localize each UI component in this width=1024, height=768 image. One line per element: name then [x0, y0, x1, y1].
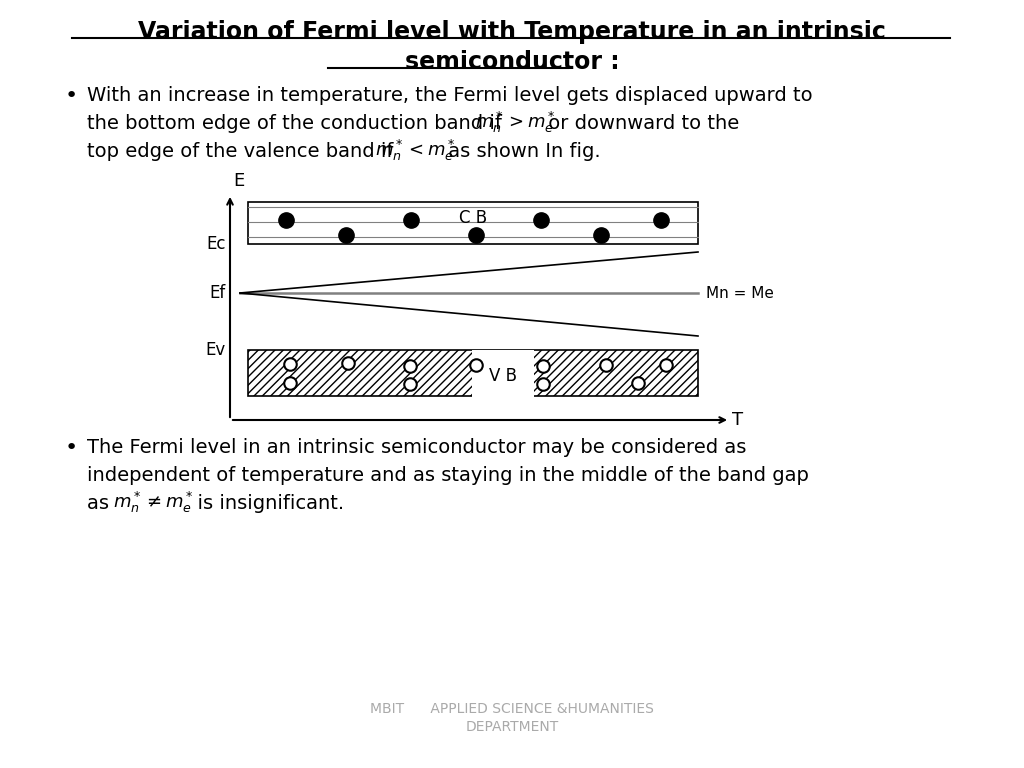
Text: top edge of the valence band if: top edge of the valence band if [87, 142, 393, 161]
Text: $m_n^* \neq m_e^*$: $m_n^* \neq m_e^*$ [113, 490, 194, 515]
Text: as: as [87, 494, 116, 513]
Text: as shown In fig.: as shown In fig. [442, 142, 601, 161]
Text: MBIT      APPLIED SCIENCE &HUMANITIES: MBIT APPLIED SCIENCE &HUMANITIES [370, 702, 654, 716]
Text: is insignificant.: is insignificant. [185, 494, 344, 513]
Text: independent of temperature and as staying in the middle of the band gap: independent of temperature and as stayin… [87, 466, 809, 485]
Bar [248, 350, 698, 396]
Text: Ec: Ec [207, 235, 226, 253]
Text: $m_n^* > m_e^*$: $m_n^* > m_e^*$ [475, 110, 556, 135]
Text: or downward to the: or downward to the [542, 114, 739, 133]
Text: $m_n^* < m_e^*$: $m_n^* < m_e^*$ [375, 138, 456, 163]
Text: Variation of Fermi level with Temperature in an intrinsic: Variation of Fermi level with Temperatur… [138, 20, 886, 44]
Text: Mn = Me: Mn = Me [706, 286, 774, 300]
Text: the bottom edge of the conduction band if: the bottom edge of the conduction band i… [87, 114, 502, 133]
Text: semiconductor :: semiconductor : [404, 50, 620, 74]
Text: V B: V B [489, 367, 517, 385]
Text: With an increase in temperature, the Fermi level gets displaced upward to: With an increase in temperature, the Fer… [87, 86, 813, 105]
Text: Ef: Ef [210, 284, 226, 302]
Text: E: E [233, 172, 245, 190]
Text: Ev: Ev [206, 341, 226, 359]
Text: C B: C B [459, 209, 487, 227]
Text: •: • [65, 438, 78, 458]
Text: DEPARTMENT: DEPARTMENT [465, 720, 559, 734]
Text: The Fermi level in an intrinsic semiconductor may be considered as: The Fermi level in an intrinsic semicond… [87, 438, 746, 457]
Text: •: • [65, 86, 78, 106]
Bar [248, 202, 698, 244]
Text: T: T [732, 411, 743, 429]
